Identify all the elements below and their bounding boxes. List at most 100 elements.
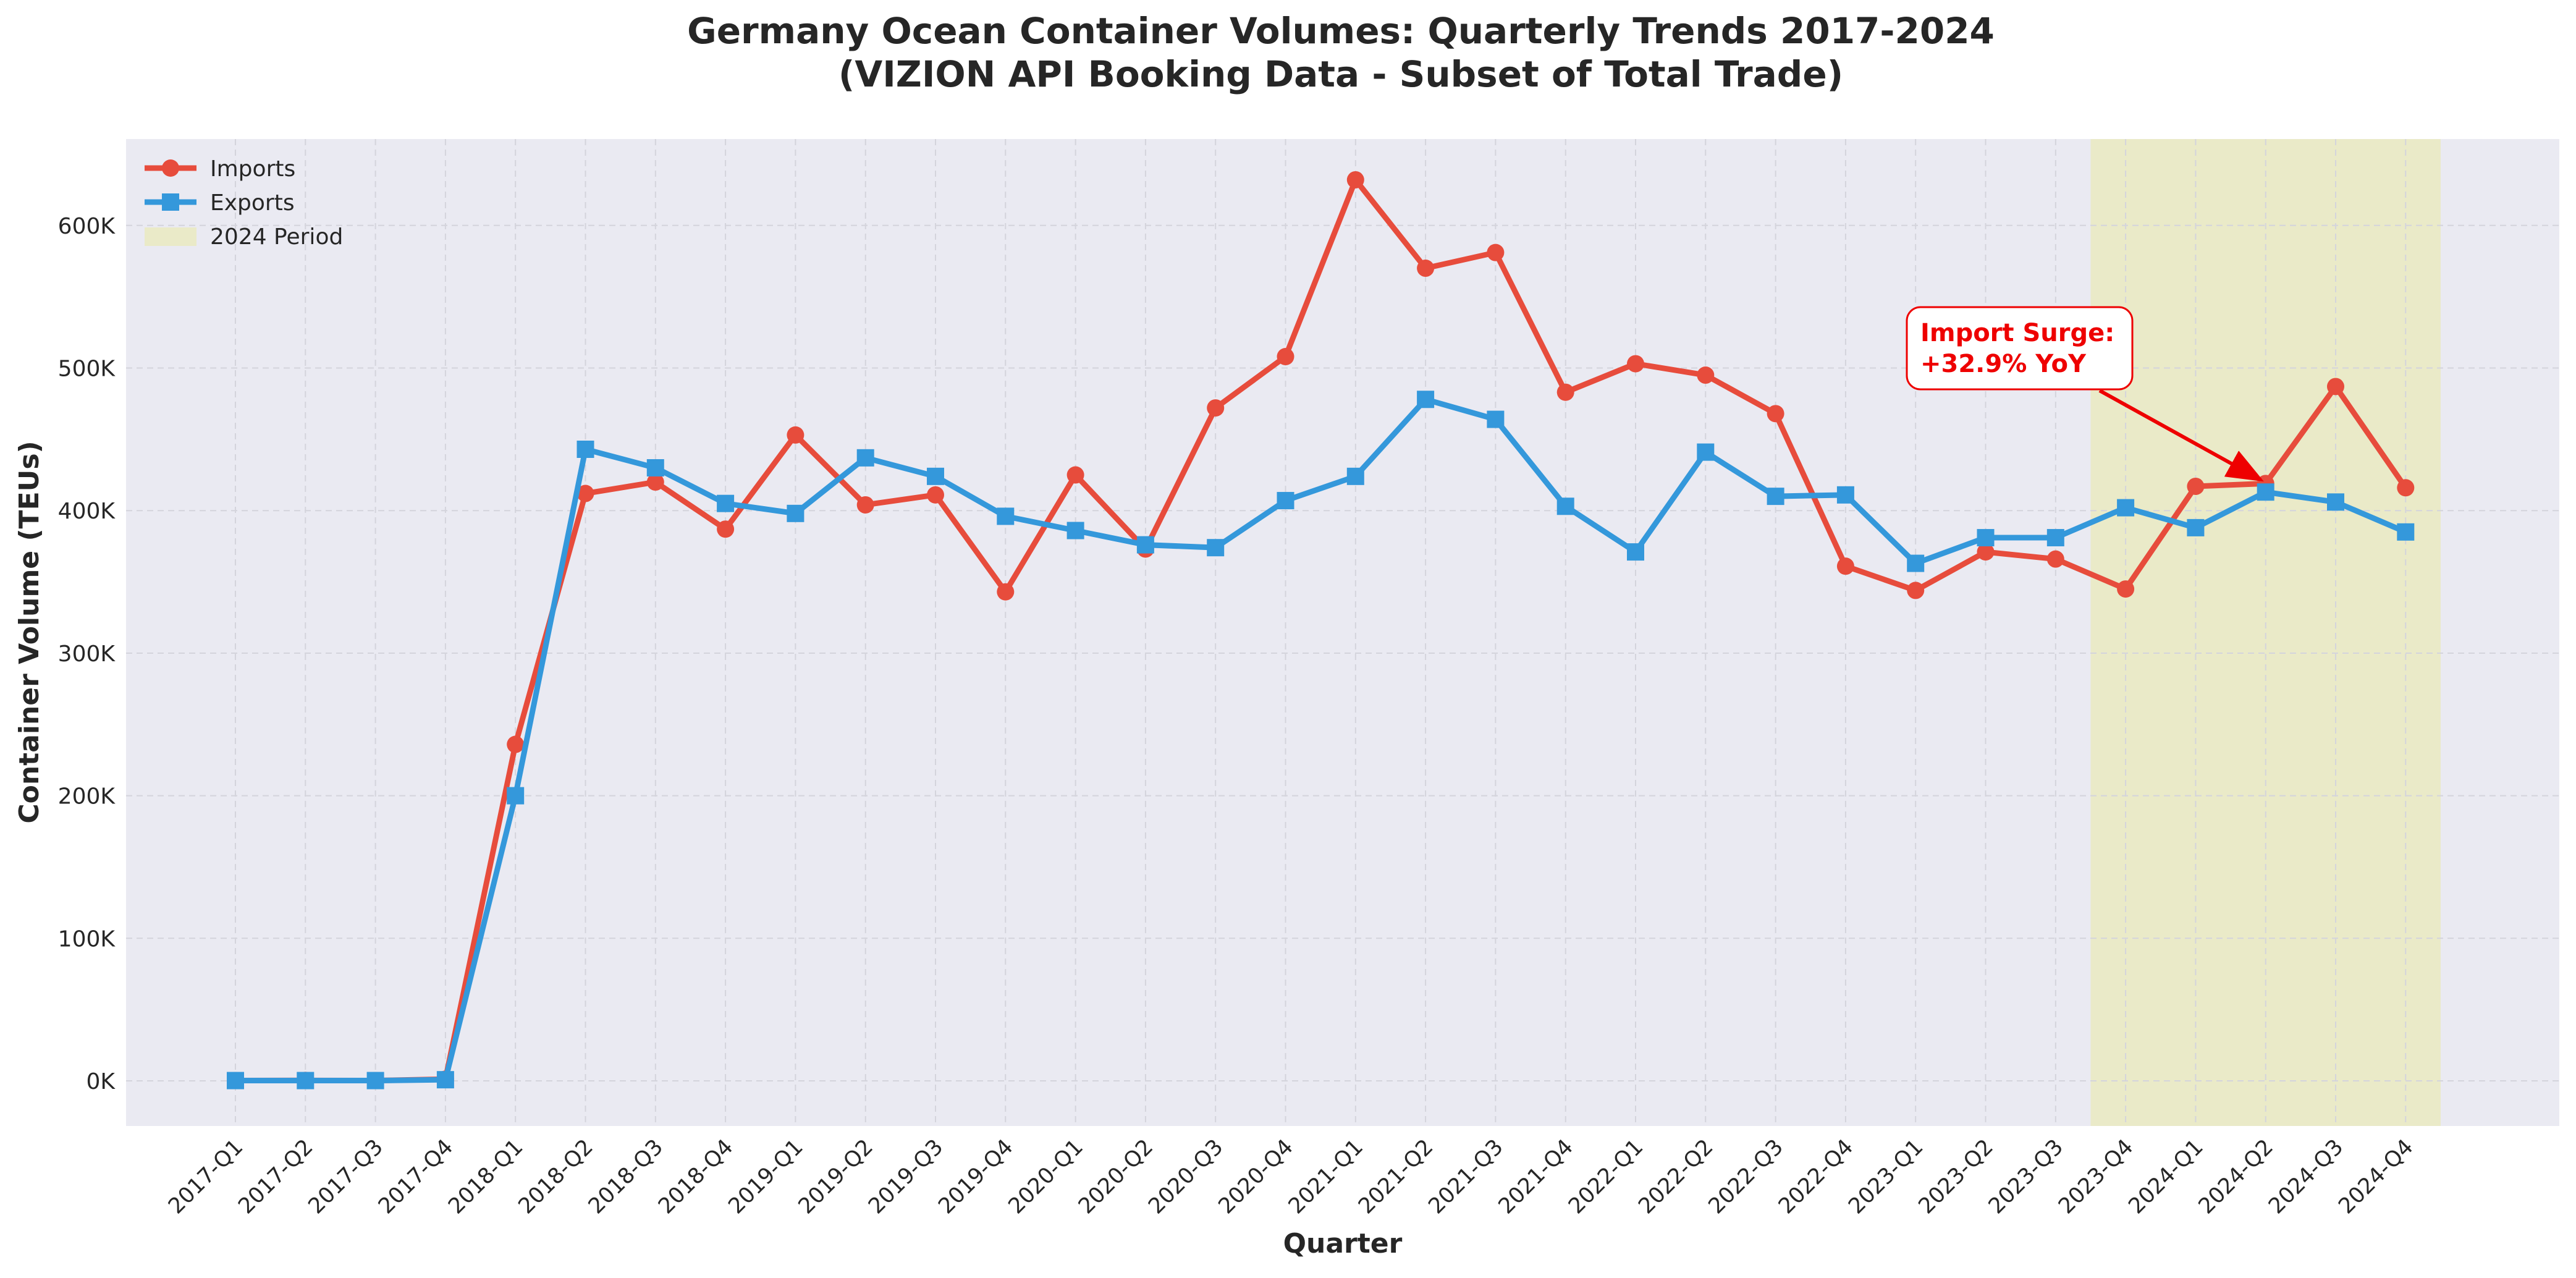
exports-point — [2397, 523, 2415, 541]
y-axis-ticks: 0K 100K 200K 300K 400K 500K 600K — [58, 214, 116, 1094]
x-tick-label: 2023-Q4 — [2054, 1135, 2138, 1219]
imports-point — [1556, 383, 1574, 401]
exports-point — [1417, 391, 1435, 408]
imports-point — [1277, 348, 1294, 366]
exports-point — [1487, 410, 1505, 428]
x-tick-label: 2020-Q1 — [1004, 1135, 1088, 1219]
x-tick-label: 2023-Q3 — [1984, 1135, 2068, 1219]
y-tick-label: 100K — [58, 926, 116, 952]
legend-2024-label: 2024 Period — [210, 224, 343, 250]
x-tick-label: 2024-Q2 — [2194, 1135, 2278, 1219]
x-tick-label: 2019-Q4 — [934, 1135, 1018, 1219]
x-tick-label: 2018-Q2 — [514, 1135, 598, 1219]
x-axis-ticks: 2017-Q12017-Q22017-Q32017-Q42018-Q12018-… — [164, 1135, 2418, 1219]
imports-point — [856, 496, 874, 514]
exports-point — [436, 1071, 454, 1089]
legend-exports-marker — [162, 193, 179, 211]
legend-imports-label: Imports — [210, 156, 295, 182]
exports-point — [2117, 499, 2135, 517]
x-tick-label: 2022-Q2 — [1634, 1135, 1718, 1219]
exports-point — [366, 1072, 384, 1090]
x-tick-label: 2023-Q2 — [1914, 1135, 1998, 1219]
x-tick-label: 2022-Q3 — [1704, 1135, 1788, 1219]
imports-point — [576, 485, 594, 502]
exports-point — [1977, 529, 1995, 547]
y-tick-label: 300K — [58, 641, 116, 667]
x-tick-label: 2024-Q4 — [2334, 1135, 2418, 1219]
exports-point — [227, 1072, 244, 1090]
series-layer — [227, 171, 2415, 1090]
exports-point — [1907, 554, 1925, 572]
y-tick-label: 0K — [86, 1069, 116, 1094]
exports-point — [997, 507, 1015, 525]
legend-exports-label: Exports — [210, 190, 295, 216]
x-tick-label: 2017-Q4 — [374, 1135, 458, 1219]
x-tick-label: 2022-Q4 — [1774, 1135, 1858, 1219]
imports-point — [1767, 405, 1784, 423]
exports-point — [856, 449, 874, 467]
annotation-line-1: Import Surge: — [1920, 319, 2114, 347]
x-tick-label: 2018-Q3 — [584, 1135, 668, 1219]
x-tick-label: 2017-Q2 — [234, 1135, 318, 1219]
imports-point — [1346, 171, 1364, 188]
imports-point — [507, 735, 525, 753]
exports-point — [2327, 493, 2344, 511]
exports-point — [1066, 522, 1084, 540]
annotation-line-2: +32.9% YoY — [1920, 350, 2087, 378]
y-tick-label: 400K — [58, 499, 116, 524]
y-axis-label: Container Volume (TEUs) — [14, 441, 45, 823]
imports-point — [717, 520, 735, 538]
x-tick-label: 2021-Q2 — [1354, 1135, 1438, 1219]
x-tick-label: 2020-Q4 — [1214, 1135, 1298, 1219]
annotation-box — [1906, 306, 2134, 391]
x-tick-label: 2017-Q3 — [304, 1135, 388, 1219]
annotation-arrow — [2098, 389, 2264, 482]
x-tick-label: 2020-Q2 — [1074, 1135, 1158, 1219]
imports-point — [1977, 543, 1995, 561]
imports-point — [1066, 466, 1084, 484]
exports-point — [1697, 443, 1715, 461]
series-exports — [227, 391, 2415, 1090]
imports-point — [1487, 243, 1505, 261]
imports-point — [1836, 557, 1854, 575]
exports-line — [232, 396, 2409, 1084]
exports-point — [1277, 492, 1294, 510]
imports-point — [997, 583, 1015, 601]
imports-point — [2187, 477, 2205, 495]
exports-point — [2046, 529, 2064, 547]
imports-point — [927, 486, 944, 504]
exports-point — [1556, 497, 1574, 515]
imports-point — [787, 426, 804, 444]
exports-point — [1207, 539, 1225, 557]
exports-point — [2257, 483, 2274, 501]
x-tick-label: 2023-Q1 — [1844, 1135, 1928, 1219]
x-tick-label: 2024-Q1 — [2124, 1135, 2208, 1219]
exports-point — [1346, 467, 1364, 485]
x-tick-label: 2021-Q4 — [1494, 1135, 1578, 1219]
imports-point — [2117, 580, 2135, 598]
x-tick-label: 2019-Q1 — [724, 1135, 808, 1219]
imports-line — [232, 177, 2409, 1084]
exports-point — [1136, 536, 1154, 554]
legend-imports-marker — [162, 159, 179, 177]
y-tick-label: 200K — [58, 784, 116, 810]
x-tick-label: 2021-Q3 — [1424, 1135, 1508, 1219]
x-tick-label: 2018-Q1 — [444, 1135, 528, 1219]
x-tick-label: 2019-Q2 — [794, 1135, 878, 1219]
imports-point — [1697, 366, 1715, 384]
y-tick-label: 500K — [58, 357, 116, 382]
exports-point — [576, 440, 594, 458]
x-tick-label: 2017-Q1 — [164, 1135, 248, 1219]
exports-point — [646, 459, 664, 476]
exports-point — [297, 1072, 315, 1090]
legend-2024-swatch — [145, 227, 196, 246]
chart-title: Germany Ocean Container Volumes: Quarter… — [687, 10, 1995, 52]
x-tick-label: 2018-Q4 — [654, 1135, 738, 1219]
x-tick-label: 2020-Q3 — [1144, 1135, 1228, 1219]
chart-subtitle: (VIZION API Booking Data - Subset of Tot… — [838, 53, 1843, 95]
exports-point — [2187, 518, 2205, 536]
y-tick-label: 600K — [58, 214, 116, 239]
x-tick-label: 2019-Q3 — [864, 1135, 948, 1219]
imports-point — [1627, 355, 1644, 373]
